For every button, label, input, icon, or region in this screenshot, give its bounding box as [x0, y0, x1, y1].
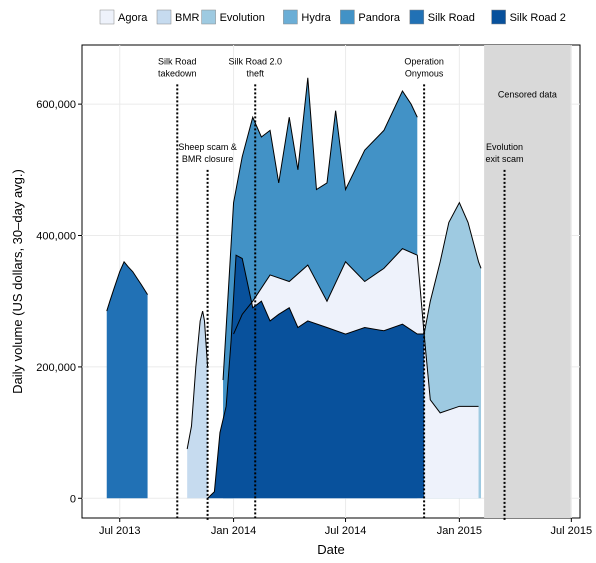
outline-silk-road — [106, 260, 148, 312]
event-label-2-1: theft — [246, 68, 264, 78]
x-tick-label-0: Jul 2013 — [99, 525, 141, 537]
event-label-2-0: Silk Road 2.0 — [228, 56, 282, 66]
x-tick-label-3: Jan 2015 — [437, 525, 482, 537]
legend-label-2: Evolution — [220, 12, 265, 24]
x-tick-label-2: Jul 2014 — [325, 525, 367, 537]
legend-swatch-3 — [283, 9, 298, 25]
outline-bmr — [186, 310, 209, 450]
outline-evolution — [423, 201, 482, 335]
outlines — [106, 77, 482, 499]
outline-pandora-hydra — [222, 77, 418, 381]
annotations: Silk Road takedown Sheep scam & BMR closure… — [158, 56, 524, 521]
event-label-4-1: exit scam — [486, 154, 524, 164]
event-label-0-1: takedown — [158, 68, 197, 78]
y-axis-title: Daily volume (US dollars, 30–day avg.) — [10, 169, 25, 394]
censored-label: Censored data — [498, 90, 557, 100]
event-label-4-0: Evolution — [486, 142, 523, 152]
legend-label-4: Pandora — [358, 12, 400, 24]
x-tick-label-1: Jan 2014 — [211, 525, 256, 537]
legend-swatch-0 — [99, 9, 115, 25]
legend-swatch-5 — [409, 9, 425, 25]
legend-label-5: Silk Road — [428, 12, 475, 24]
x-tick-label-4: Jul 2015 — [551, 525, 593, 537]
event-label-0-0: Silk Road — [158, 56, 197, 66]
event-label-3-0: Operation — [404, 56, 444, 66]
x-axis-ticks: Jul 2013 Jan 2014 Jul 2014 Jan 2015 Jul 2015 — [99, 518, 592, 537]
legend-label-6: Silk Road 2 — [510, 12, 566, 24]
outline-silk-road-2 — [207, 254, 425, 499]
outline-agora — [233, 248, 479, 414]
legend-label-0: Agora — [118, 12, 148, 24]
area-silk-road — [106, 261, 148, 499]
area-bmr — [187, 311, 208, 499]
legend-swatch-4 — [340, 9, 355, 25]
legend-label-3: Hydra — [301, 12, 331, 24]
legend-label-1: BMR — [175, 12, 200, 24]
y-tick-label-2: 400,000 — [36, 231, 76, 243]
y-axis-ticks: 0 200,000 400,000 600,000 — [36, 99, 82, 505]
legend: Agora BMR Evolution Hydra Pandora Silk Road Si… — [99, 9, 566, 25]
event-label-1-1: BMR closure — [182, 154, 234, 164]
area-silk-road-2 — [207, 255, 425, 499]
y-tick-label-1: 200,000 — [36, 362, 76, 374]
event-label-1-0: Sheep scam & — [178, 142, 237, 152]
legend-swatch-1 — [156, 9, 172, 25]
x-axis-title: Date — [317, 542, 344, 557]
event-label-3-1: Onymous — [405, 68, 444, 78]
legend-swatch-2 — [201, 9, 216, 25]
legend-swatch-6 — [491, 9, 506, 25]
censored-region — [484, 45, 571, 518]
y-tick-label-3: 600,000 — [36, 99, 76, 111]
y-tick-label-0: 0 — [70, 493, 76, 505]
